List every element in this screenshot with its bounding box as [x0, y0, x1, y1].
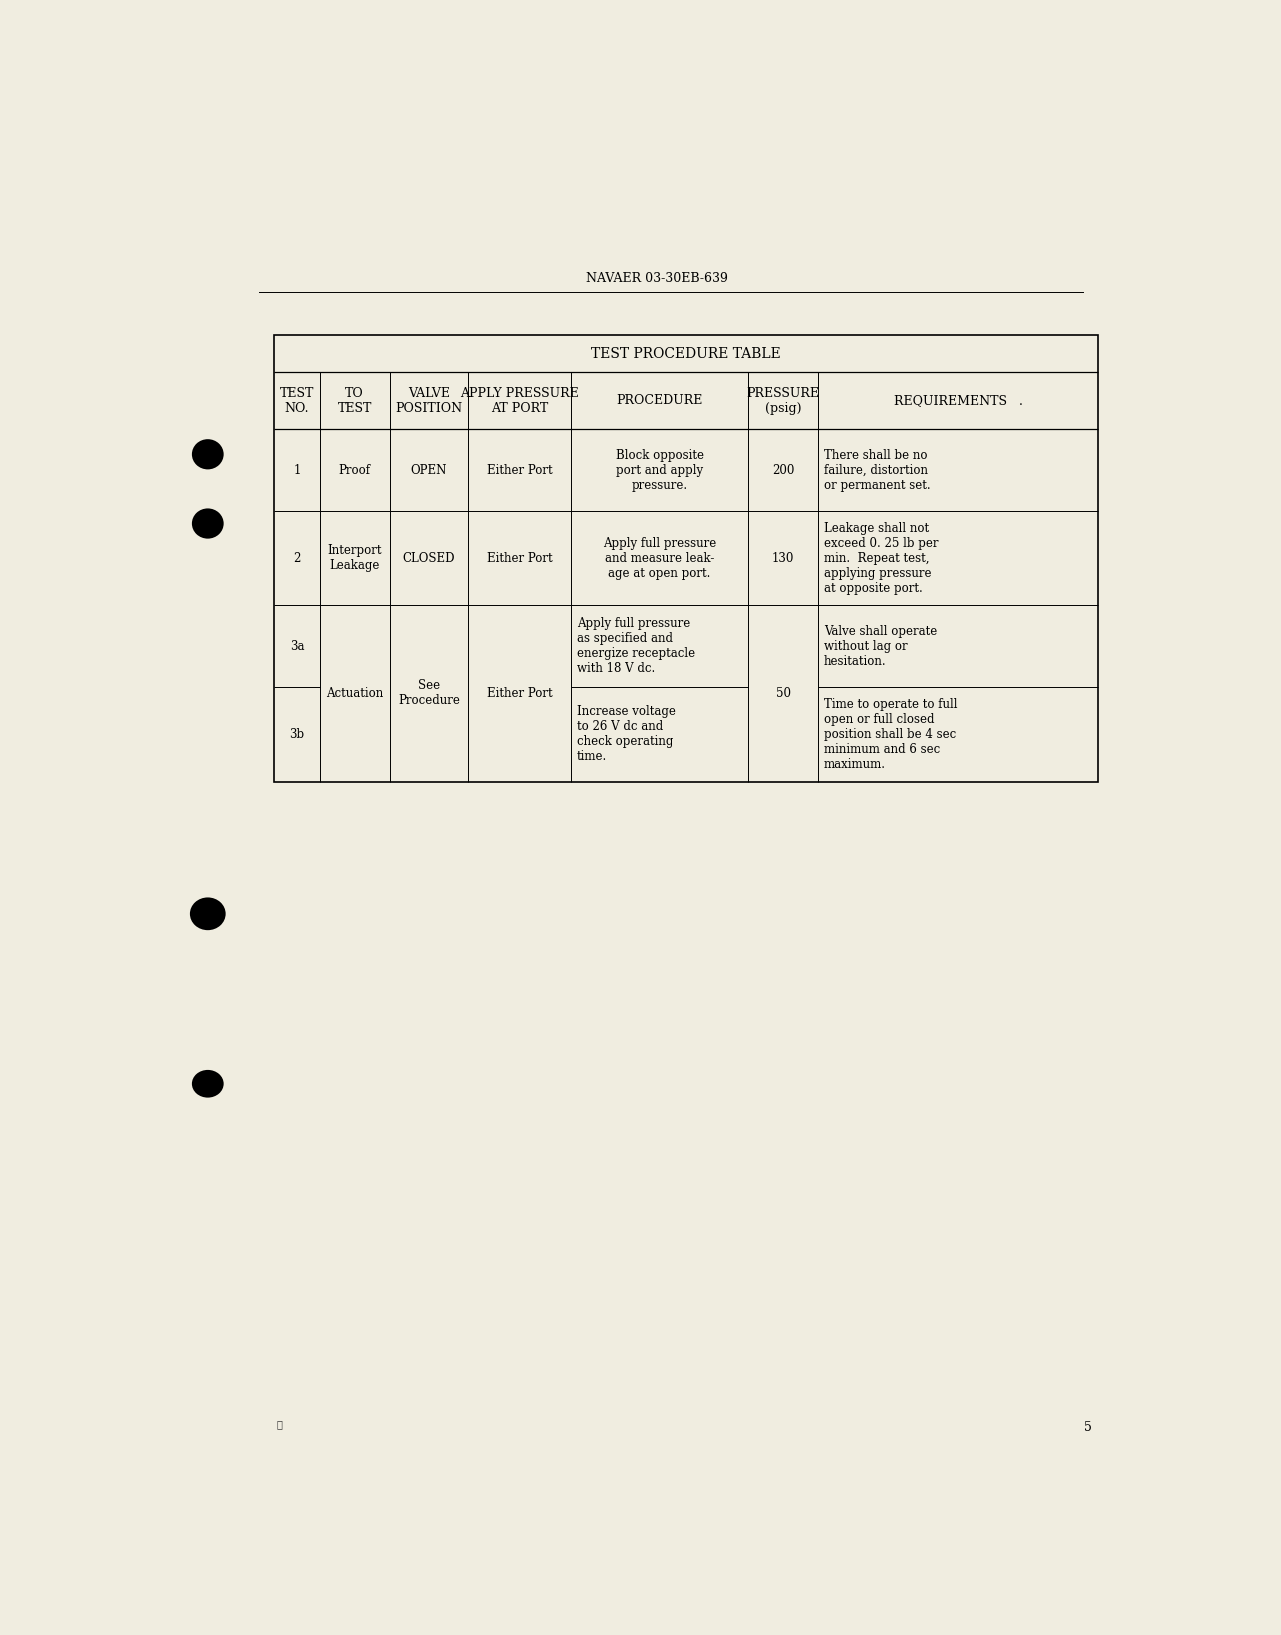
Text: NAVAER 03-30EB-639: NAVAER 03-30EB-639 [585, 271, 728, 284]
Text: Leakage shall not
exceed 0. 25 lb per
min.  Repeat test,
applying pressure
at op: Leakage shall not exceed 0. 25 lb per mi… [824, 522, 939, 595]
Text: 5: 5 [1085, 1421, 1093, 1434]
Text: APPLY PRESSURE
AT PORT: APPLY PRESSURE AT PORT [460, 387, 579, 415]
Text: Either Port: Either Port [487, 463, 552, 476]
Text: Either Port: Either Port [487, 551, 552, 564]
Text: Proof: Proof [338, 463, 370, 476]
Text: ℓ: ℓ [277, 1421, 282, 1429]
Ellipse shape [192, 508, 224, 538]
Text: 3b: 3b [290, 728, 305, 741]
Text: Time to operate to full
open or full closed
position shall be 4 sec
minimum and : Time to operate to full open or full clo… [824, 698, 958, 770]
Text: 2: 2 [293, 551, 301, 564]
Text: 3a: 3a [290, 639, 304, 652]
Text: Valve shall operate
without lag or
hesitation.: Valve shall operate without lag or hesit… [824, 625, 938, 667]
Text: 50: 50 [775, 687, 790, 700]
Text: Increase voltage
to 26 V dc and
check operating
time.: Increase voltage to 26 V dc and check op… [576, 705, 676, 764]
Text: There shall be no
failure, distortion
or permanent set.: There shall be no failure, distortion or… [824, 448, 931, 492]
Text: 1: 1 [293, 463, 301, 476]
Text: VALVE
POSITION: VALVE POSITION [396, 387, 462, 415]
Text: TEST
NO.: TEST NO. [279, 387, 314, 415]
Text: TO
TEST: TO TEST [337, 387, 371, 415]
Text: CLOSED: CLOSED [402, 551, 455, 564]
Text: PROCEDURE: PROCEDURE [616, 394, 703, 407]
Text: Apply full pressure
and measure leak-
age at open port.: Apply full pressure and measure leak- ag… [603, 536, 716, 580]
Text: See
Procedure: See Procedure [398, 680, 460, 708]
Text: PRESSURE
(psig): PRESSURE (psig) [747, 387, 820, 415]
Text: TEST PROCEDURE TABLE: TEST PROCEDURE TABLE [592, 347, 781, 361]
Ellipse shape [190, 898, 225, 930]
Text: OPEN: OPEN [411, 463, 447, 476]
Ellipse shape [192, 440, 224, 469]
Text: Interport
Leakage: Interport Leakage [328, 544, 382, 572]
Text: Actuation: Actuation [325, 687, 383, 700]
Text: Block opposite
port and apply
pressure.: Block opposite port and apply pressure. [615, 448, 703, 492]
Text: 130: 130 [772, 551, 794, 564]
Bar [274, 335, 1098, 782]
Text: REQUIREMENTS   .: REQUIREMENTS . [894, 394, 1022, 407]
Text: 200: 200 [772, 463, 794, 476]
Text: Apply full pressure
as specified and
energize receptacle
with 18 V dc.: Apply full pressure as specified and ene… [576, 618, 696, 675]
Ellipse shape [192, 1069, 224, 1097]
Text: Either Port: Either Port [487, 687, 552, 700]
